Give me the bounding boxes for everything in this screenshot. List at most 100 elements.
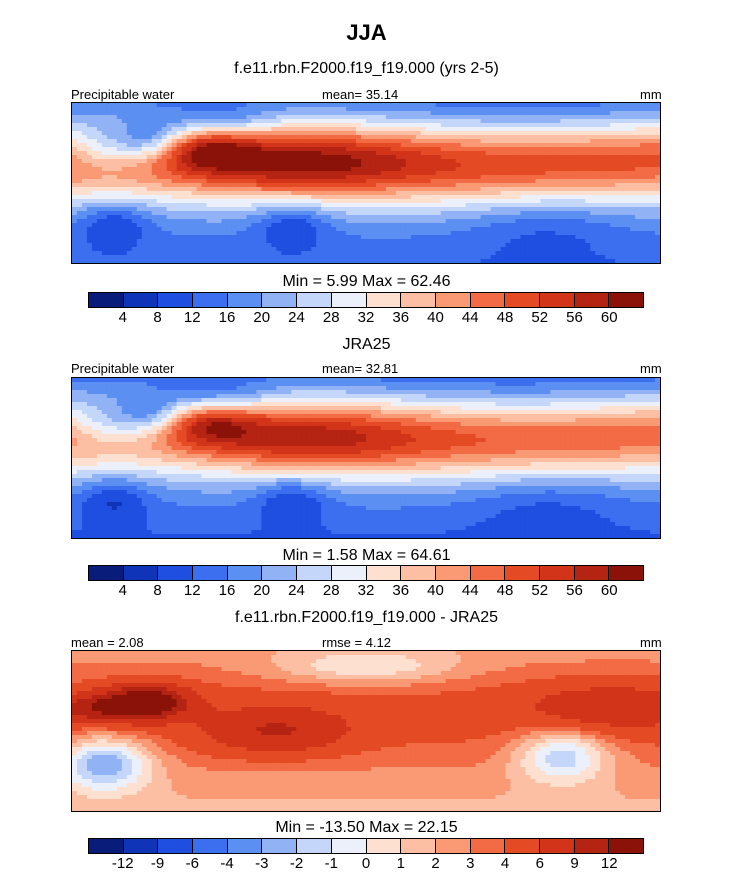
map-cell (176, 151, 183, 156)
map-cell (645, 115, 651, 120)
map-cell (485, 235, 492, 240)
map-cell (231, 203, 238, 208)
map-cell (620, 227, 626, 232)
map-cell (96, 159, 103, 164)
map-cell (341, 107, 347, 112)
map-cell (540, 239, 546, 244)
map-cell (176, 191, 183, 196)
map-cell (306, 195, 312, 200)
map-cell (256, 211, 262, 216)
map-cell (425, 171, 432, 176)
map-cell (455, 135, 462, 140)
map-cell (151, 243, 158, 248)
map-cell (81, 167, 88, 172)
map-cell (460, 107, 467, 112)
map-cell (346, 382, 352, 387)
map-cell (580, 175, 586, 180)
map-cell (126, 143, 133, 148)
map-cell (480, 382, 487, 387)
map-cell (72, 235, 78, 240)
map-cell (410, 227, 417, 232)
map-cell (410, 147, 417, 152)
map-cell (151, 255, 158, 260)
map-cell (151, 191, 158, 196)
map-cell (560, 227, 566, 232)
map-cell (76, 151, 83, 156)
map-cell (640, 231, 646, 236)
map-cell (231, 207, 238, 212)
map-cell (555, 103, 561, 108)
map-cell (445, 199, 452, 204)
map-cell (196, 135, 203, 140)
map-cell (316, 227, 322, 232)
map-cell (455, 227, 462, 232)
map-cell (600, 119, 606, 124)
map-cell (316, 243, 322, 248)
map-cell (76, 143, 83, 148)
map-cell (206, 131, 213, 136)
map-cell (231, 247, 238, 252)
map-cell (440, 139, 447, 144)
map-cell (475, 235, 482, 240)
map-cell (465, 111, 472, 116)
map-cell (171, 119, 178, 124)
map-cell (226, 382, 233, 387)
map-cell (96, 135, 103, 140)
map-cell (460, 243, 467, 248)
map-cell (141, 127, 148, 132)
map-cell (450, 159, 457, 164)
map-cell (261, 215, 267, 220)
map-cell (366, 207, 372, 212)
map-cell (390, 103, 397, 108)
map-cell (351, 219, 357, 224)
map-cell (131, 151, 138, 156)
map-cell (390, 259, 397, 263)
map-cell (575, 187, 581, 192)
map-cell (635, 203, 641, 208)
map-cell (505, 239, 512, 244)
map-cell (460, 155, 467, 160)
map-cell (545, 179, 551, 184)
map-cell (106, 255, 113, 260)
map-cell (271, 127, 277, 132)
map-cell (231, 171, 238, 176)
map-cell (331, 199, 337, 204)
map-cell (296, 123, 302, 128)
map-cell (425, 159, 432, 164)
map-cell (171, 147, 178, 152)
map-cell (336, 207, 342, 212)
map-cell (430, 235, 437, 240)
map-cell (261, 191, 267, 196)
map-cell (356, 187, 362, 192)
map-cell (425, 223, 432, 228)
map-cell (495, 247, 502, 252)
map-cell (211, 143, 218, 148)
map-cell (221, 382, 228, 387)
map-cell (126, 111, 133, 116)
map-cell (351, 223, 357, 228)
map-cell (615, 155, 621, 160)
map-cell (151, 199, 158, 204)
map-cell (380, 107, 387, 112)
map-cell (510, 167, 517, 172)
map-cell (405, 243, 412, 248)
map-cell (216, 119, 223, 124)
map-cell (241, 231, 247, 236)
map-cell (615, 239, 621, 244)
map-cell (291, 215, 297, 220)
map-cell (256, 215, 262, 220)
map-cell (635, 223, 641, 228)
map-cell (326, 251, 332, 256)
map-cell (261, 227, 267, 232)
map-cell (206, 167, 213, 172)
map-cell (96, 107, 103, 112)
map-cell (131, 143, 138, 148)
map-cell (580, 171, 586, 176)
map-cell (86, 199, 93, 204)
map-cell (510, 219, 517, 224)
map-cell (266, 239, 272, 244)
panel-2-units-label: mm (640, 361, 662, 376)
map-cell (500, 179, 507, 184)
map-cell (560, 207, 566, 212)
map-cell (530, 211, 537, 216)
